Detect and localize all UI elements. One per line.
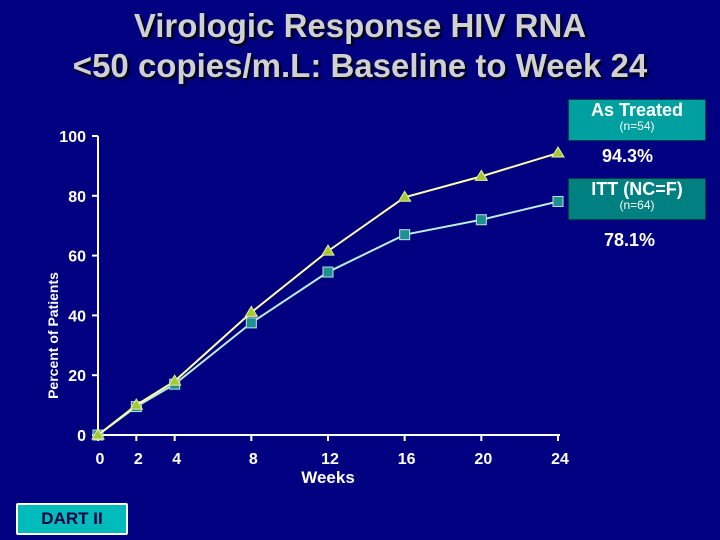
legend-as-treated-label: As Treated [590,100,684,120]
x-tick-label: 20 [474,451,492,468]
itt-end-value: 78.1% [604,230,656,250]
as-treated-point [397,190,412,202]
x-axis-label: Weeks [301,468,355,487]
y-tick-label: 20 [68,368,86,385]
legend-itt: ITT (NC=F) (n=64) [568,178,706,220]
x-tick-label: 24 [551,451,569,468]
as-treated-point [91,428,105,440]
legend-as-treated: As Treated (n=54) [568,99,706,141]
y-tick-label: 40 [68,308,86,325]
as-treated-point [474,169,489,181]
y-tick-label: 100 [59,129,86,146]
x-tick-label: 16 [398,451,416,468]
as-treated-point [321,244,335,256]
as-treated-point [551,146,565,158]
as-treated-line [97,152,559,436]
x-tick-label: 0 [96,451,105,468]
itt-point [322,266,334,278]
y-tick-label: 80 [68,189,86,206]
as-treated-end-value: 94.3% [602,146,654,166]
title-line-2: <50 copies/m.L: Baseline to Week 24 [72,47,648,84]
x-tick-label: 2 [134,451,143,468]
legend-as-treated-n: (n=54) [619,119,655,133]
study-badge: DART II [16,503,128,535]
itt-point [399,229,411,241]
y-tick-label: 60 [68,249,86,266]
itt-point [475,214,487,226]
chart-title: Virologic Response HIV RNA <50 copies/m.… [0,6,720,86]
y-tick-label: 0 [77,428,86,445]
x-tick-label: 8 [249,451,258,468]
legend-itt-label: ITT (NC=F) [591,179,683,199]
legend-itt-n: (n=64) [619,198,655,212]
as-treated-point [244,305,259,317]
as-treated-point [129,398,144,410]
title-line-1: Virologic Response HIV RNA [133,7,587,44]
itt-point [552,195,564,207]
x-tick-label: 4 [172,451,181,468]
itt-point [245,317,257,329]
itt-line [97,200,559,436]
as-treated-point [167,374,182,386]
y-axis-label: Percent of Patients [45,272,61,399]
x-tick-label: 12 [321,451,339,468]
